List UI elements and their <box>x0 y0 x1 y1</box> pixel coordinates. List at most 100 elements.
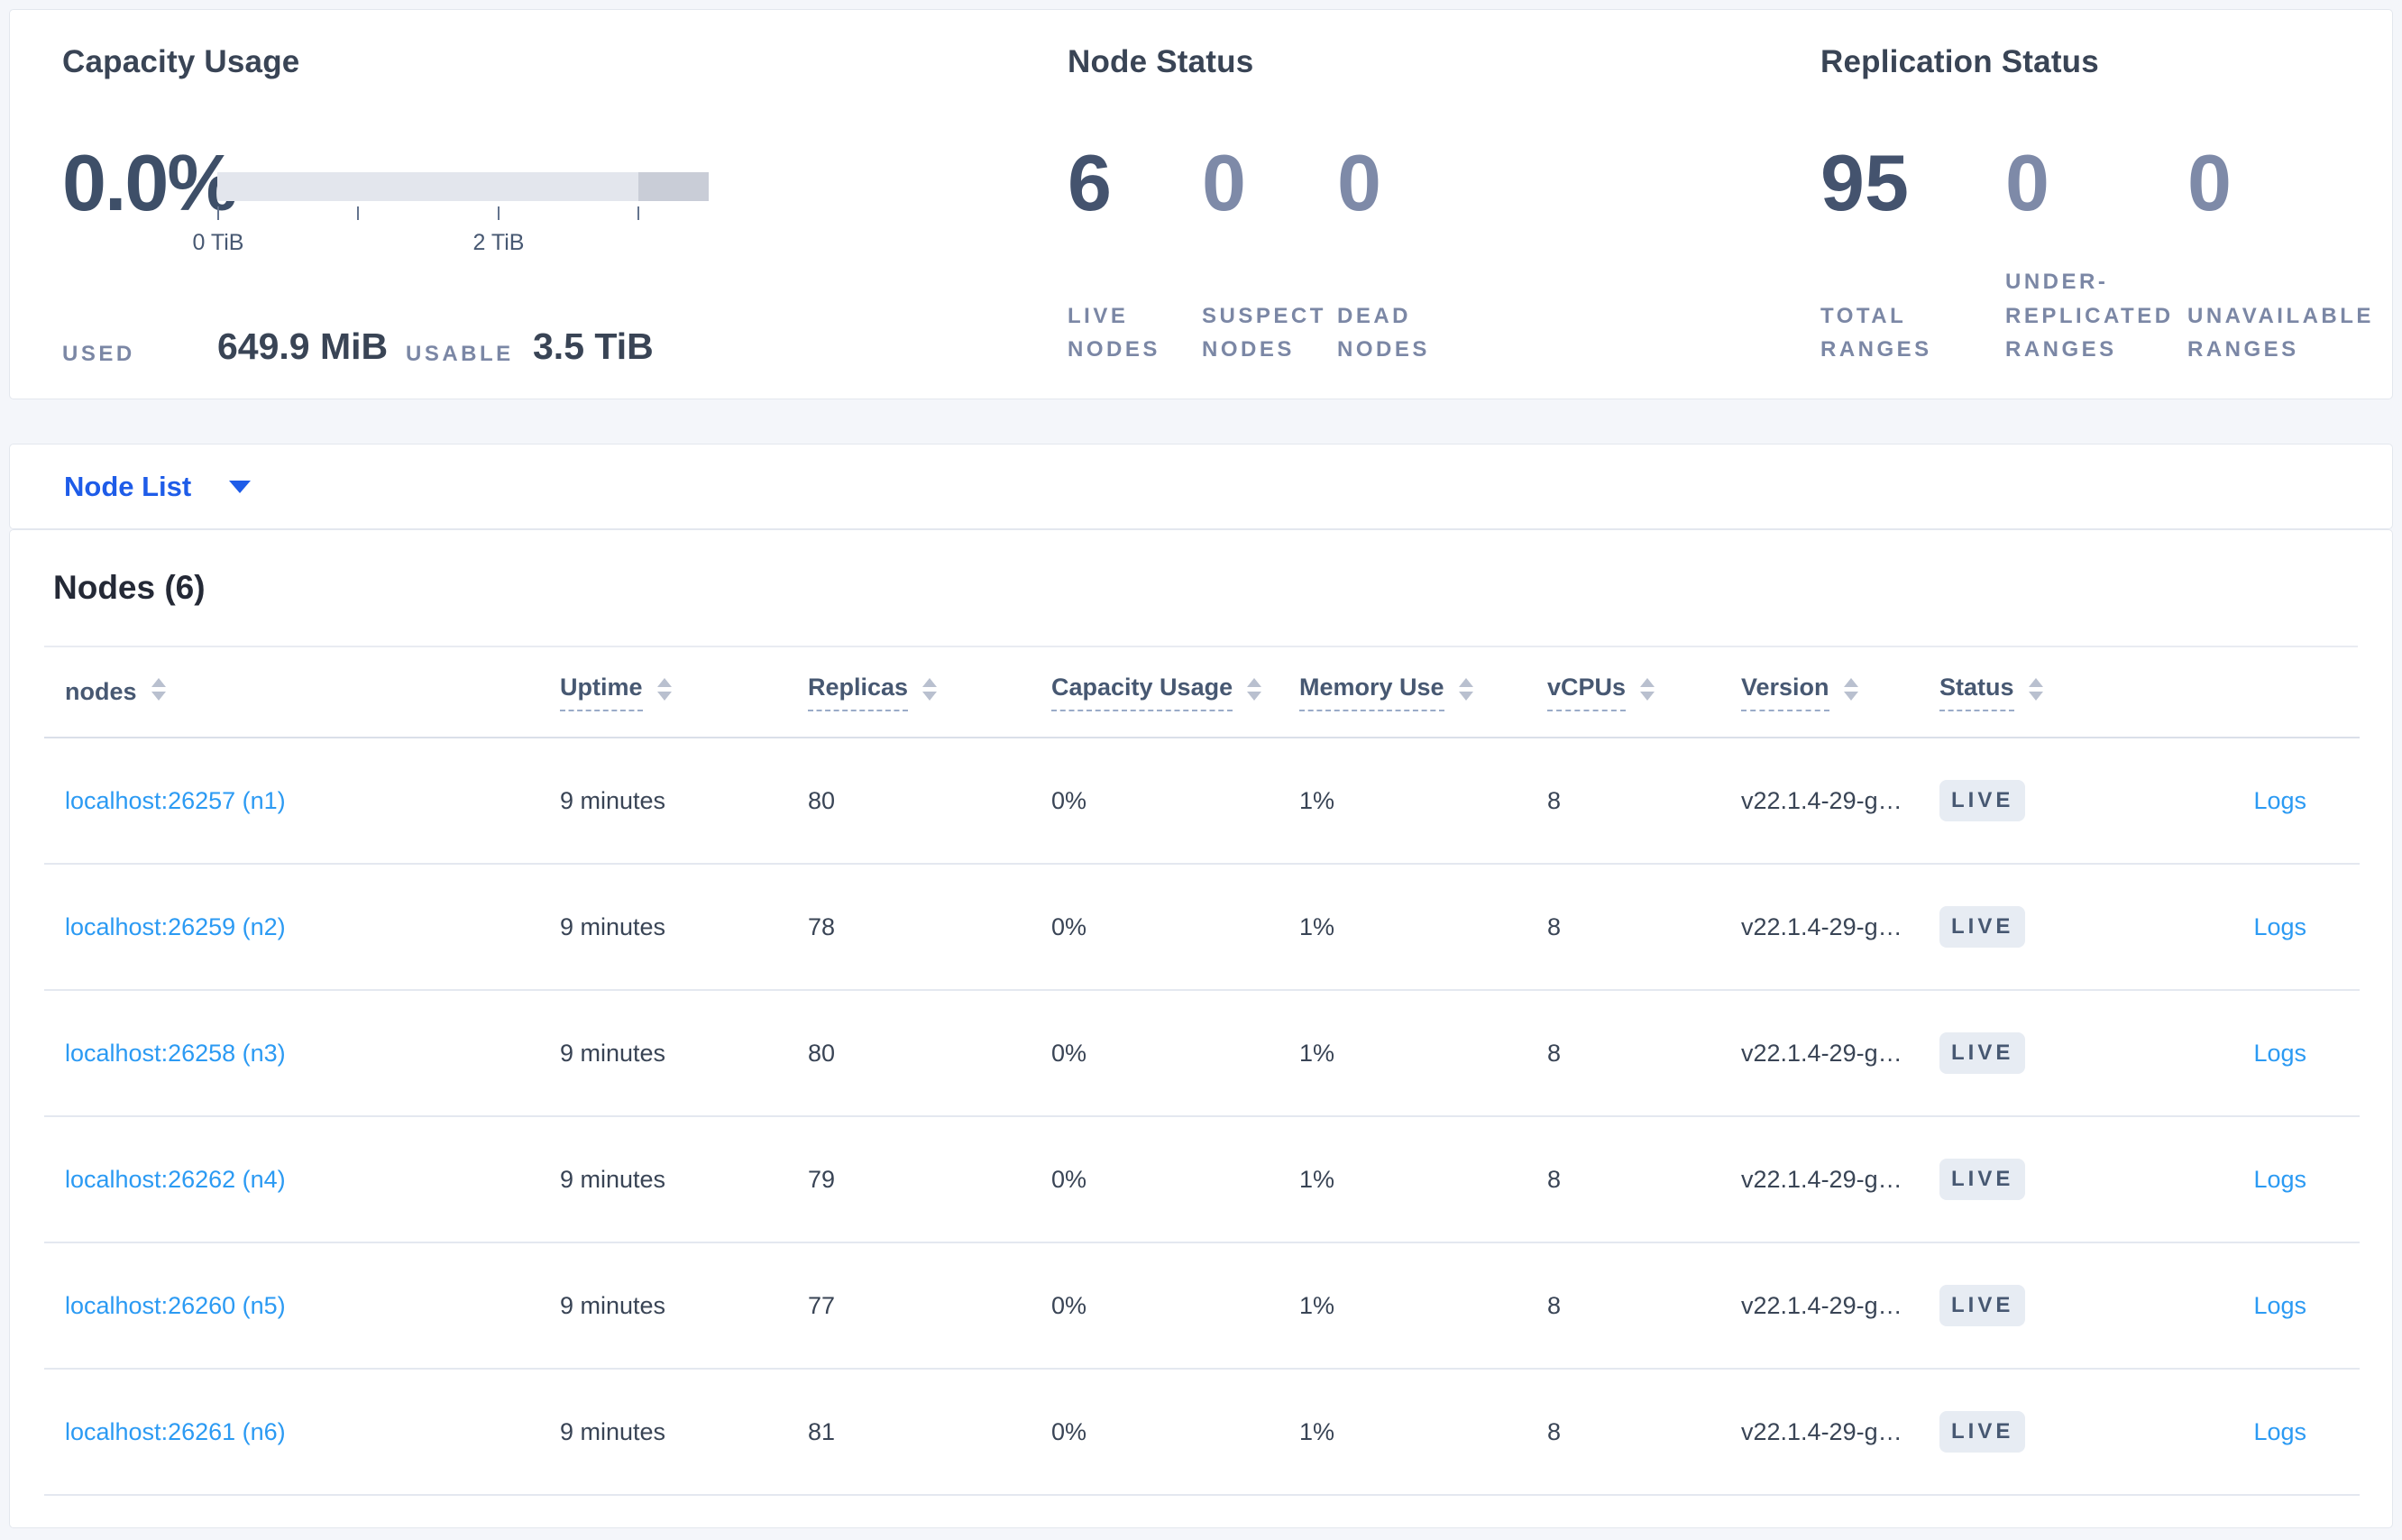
replication-status-section: Replication Status 95 TOTAL RANGES 0 UND… <box>1820 10 2402 400</box>
dead-nodes-metric: 0 DEAD NODES <box>1337 143 1517 366</box>
vcpus-cell: 8 <box>1547 1242 1741 1370</box>
node-link[interactable]: localhost:26259 (n2) <box>65 912 286 940</box>
column-header-status[interactable]: Status <box>1939 647 2147 738</box>
capacity-usage-cell: 0% <box>1051 738 1299 865</box>
replicas-cell: 79 <box>808 1116 1051 1243</box>
replicas-cell: 81 <box>808 1369 1051 1496</box>
logs-link[interactable]: Logs <box>2253 1039 2306 1067</box>
vcpus-cell: 8 <box>1547 1369 1741 1496</box>
nodes-table-card: Nodes (6) nodes Uptime Replicas <box>9 529 2393 1528</box>
version-cell: v22.1.4-29-g… <box>1741 990 1939 1117</box>
capacity-usage-title: Capacity Usage <box>62 44 300 79</box>
uptime-cell: 9 minutes <box>560 738 808 865</box>
replicas-cell: 77 <box>808 1242 1051 1370</box>
uptime-cell: 9 minutes <box>560 1116 808 1243</box>
unavailable-ranges-count: 0 <box>2187 138 2232 227</box>
status-badge: LIVE <box>1939 906 2026 948</box>
memory-use-cell: 1% <box>1299 1369 1547 1496</box>
table-row: localhost:26262 (n4) 9 minutes 79 0% 1% … <box>44 1116 2360 1243</box>
unavailable-ranges-metric: 0 UNAVAILABLE RANGES <box>2187 143 2402 366</box>
live-nodes-label: LIVE NODES <box>1068 303 1160 362</box>
node-link[interactable]: localhost:26257 (n1) <box>65 786 286 814</box>
axis-tick <box>357 206 359 220</box>
version-cell: v22.1.4-29-g… <box>1741 738 1939 865</box>
column-header-vcpus[interactable]: vCPUs <box>1547 647 1741 738</box>
nodes-heading: Nodes (6) <box>44 530 2358 647</box>
column-header-nodes[interactable]: nodes <box>44 647 560 738</box>
vcpus-cell: 8 <box>1547 1116 1741 1243</box>
column-header-replicas[interactable]: Replicas <box>808 647 1051 738</box>
suspect-nodes-count: 0 <box>1202 138 1246 227</box>
column-header-uptime[interactable]: Uptime <box>560 647 808 738</box>
status-badge: LIVE <box>1939 1411 2026 1453</box>
uptime-cell: 9 minutes <box>560 1369 808 1496</box>
sort-icon <box>922 678 938 701</box>
dead-nodes-count: 0 <box>1337 138 1381 227</box>
column-header-version[interactable]: Version <box>1741 647 1939 738</box>
axis-tick <box>637 206 639 220</box>
sort-icon <box>1247 678 1262 701</box>
logs-link[interactable]: Logs <box>2253 1165 2306 1193</box>
node-status-section: Node Status 6 LIVE NODES 0 SUSPECT NODES… <box>1068 10 1753 400</box>
capacity-used-percent: 0.0% <box>62 138 238 227</box>
usable-value: 3.5 TiB <box>533 325 654 367</box>
replicas-cell: 80 <box>808 990 1051 1117</box>
node-link[interactable]: localhost:26260 (n5) <box>65 1291 286 1319</box>
logs-link[interactable]: Logs <box>2253 1291 2306 1319</box>
capacity-bar-reserved-segment <box>638 172 709 201</box>
logs-link[interactable]: Logs <box>2253 786 2306 814</box>
table-row: localhost:26261 (n6) 9 minutes 81 0% 1% … <box>44 1369 2360 1496</box>
table-row: localhost:26260 (n5) 9 minutes 77 0% 1% … <box>44 1242 2360 1370</box>
sort-icon <box>656 678 672 701</box>
uptime-cell: 9 minutes <box>560 864 808 991</box>
node-link[interactable]: localhost:26261 (n6) <box>65 1417 286 1445</box>
total-ranges-label: TOTAL RANGES <box>1820 303 1932 362</box>
axis-tick-label: 0 TiB <box>192 230 244 255</box>
memory-use-cell: 1% <box>1299 990 1547 1117</box>
axis-tick <box>217 206 219 220</box>
under-replicated-ranges-count: 0 <box>2005 138 2049 227</box>
cluster-summary-card: Capacity Usage 0.0% 0 TiB 2 TiB USED 649… <box>9 9 2393 399</box>
memory-use-cell: 1% <box>1299 864 1547 991</box>
table-row: localhost:26257 (n1) 9 minutes 80 0% 1% … <box>44 738 2360 865</box>
capacity-usage-cell: 0% <box>1051 1369 1299 1496</box>
under-replicated-ranges-metric: 0 UNDER-REPLICATED RANGES <box>2005 143 2187 366</box>
column-header-capacity-usage[interactable]: Capacity Usage <box>1051 647 1299 738</box>
view-selector-dropdown[interactable]: Node List <box>64 471 252 503</box>
sort-icon <box>1640 678 1655 701</box>
replicas-cell: 80 <box>808 738 1051 865</box>
total-ranges-count: 95 <box>1820 138 1909 227</box>
total-ranges-metric: 95 TOTAL RANGES <box>1820 143 2005 366</box>
status-badge: LIVE <box>1939 1032 2026 1074</box>
capacity-usage-cell: 0% <box>1051 990 1299 1117</box>
used-label: USED <box>62 342 135 366</box>
capacity-usage-cell: 0% <box>1051 1116 1299 1243</box>
sort-icon <box>1458 678 1473 701</box>
logs-link[interactable]: Logs <box>2253 912 2306 940</box>
vcpus-cell: 8 <box>1547 990 1741 1117</box>
under-replicated-ranges-label: UNDER-REPLICATED RANGES <box>2005 270 2174 362</box>
version-cell: v22.1.4-29-g… <box>1741 1116 1939 1243</box>
caret-down-icon <box>229 480 252 493</box>
unavailable-ranges-label: UNAVAILABLE RANGES <box>2187 303 2374 362</box>
uptime-cell: 9 minutes <box>560 1242 808 1370</box>
memory-use-cell: 1% <box>1299 1242 1547 1370</box>
live-nodes-metric: 6 LIVE NODES <box>1068 143 1202 366</box>
vcpus-cell: 8 <box>1547 738 1741 865</box>
capacity-bar <box>217 172 709 201</box>
axis-tick-label: 2 TiB <box>472 230 525 255</box>
capacity-usage-cell: 0% <box>1051 864 1299 991</box>
logs-link[interactable]: Logs <box>2253 1417 2306 1445</box>
node-link[interactable]: localhost:26258 (n3) <box>65 1039 286 1067</box>
version-cell: v22.1.4-29-g… <box>1741 864 1939 991</box>
sort-icon <box>2028 678 2043 701</box>
uptime-cell: 9 minutes <box>560 990 808 1117</box>
column-header-memory-use[interactable]: Memory Use <box>1299 647 1547 738</box>
node-status-title: Node Status <box>1068 44 1254 79</box>
vcpus-cell: 8 <box>1547 864 1741 991</box>
node-link[interactable]: localhost:26262 (n4) <box>65 1165 286 1193</box>
memory-use-cell: 1% <box>1299 1116 1547 1243</box>
used-value: 649.9 MiB <box>217 325 389 367</box>
suspect-nodes-metric: 0 SUSPECT NODES <box>1202 143 1337 366</box>
status-badge: LIVE <box>1939 780 2026 821</box>
